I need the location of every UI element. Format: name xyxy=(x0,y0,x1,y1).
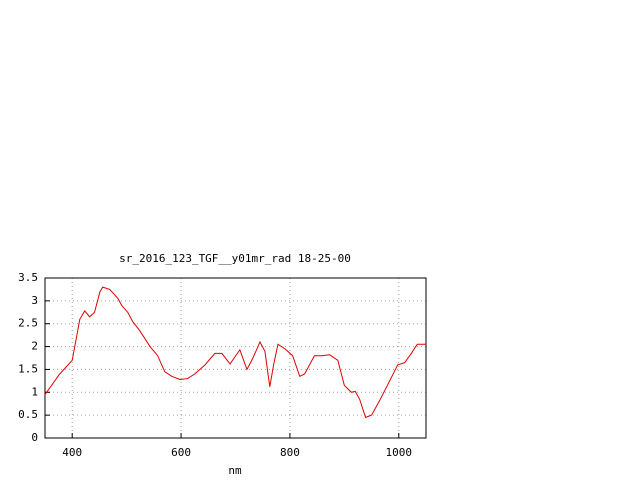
y-tick-label: 3 xyxy=(31,294,38,307)
x-tick-label: 800 xyxy=(280,446,300,459)
y-tick-label: 3.5 xyxy=(18,271,38,284)
y-tick-label: 1 xyxy=(31,385,38,398)
y-tick-label: 2.5 xyxy=(18,317,38,330)
y-tick-label: 0 xyxy=(31,431,38,444)
x-tick-label: 400 xyxy=(62,446,82,459)
y-tick-label: 2 xyxy=(31,340,38,353)
plot-frame xyxy=(44,277,427,439)
chart-title: sr_2016_123_TGF__y01mr_rad 18-25-00 xyxy=(119,252,351,265)
y-tick-label: 1.5 xyxy=(18,362,38,375)
y-tick-label: 0.5 xyxy=(18,408,38,421)
x-axis-label: nm xyxy=(228,464,242,477)
x-tick-label: 600 xyxy=(171,446,191,459)
x-tick-label: 1000 xyxy=(386,446,413,459)
data-line xyxy=(44,286,426,419)
